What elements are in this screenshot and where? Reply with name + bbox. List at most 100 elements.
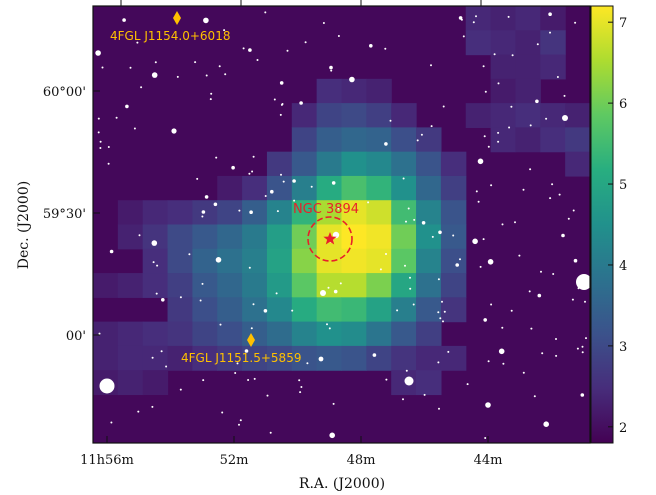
- colorbar-tick-label: 7: [619, 16, 627, 31]
- star-point: [369, 44, 373, 48]
- star-point: [215, 257, 222, 263]
- heatmap-cell: [440, 151, 467, 177]
- heatmap-cell: [316, 175, 343, 201]
- x-axis-ticks: [106, 0, 489, 443]
- star-point: [484, 437, 487, 439]
- heatmap-cell: [416, 345, 442, 371]
- star-point: [584, 300, 586, 303]
- star-point: [555, 354, 558, 357]
- star-point: [202, 379, 205, 382]
- heatmap-cell: [167, 321, 193, 347]
- star-point: [239, 419, 242, 422]
- star-point: [151, 72, 158, 78]
- star-point: [332, 402, 335, 405]
- star-point: [280, 173, 282, 176]
- star-point: [420, 133, 423, 136]
- star-point: [264, 195, 267, 197]
- star-point: [430, 64, 432, 67]
- source-label: 4FGL J1154.0+6018: [110, 29, 230, 43]
- heatmap-cell: [316, 127, 343, 153]
- star-point: [326, 323, 328, 326]
- star-point: [536, 43, 539, 46]
- heatmap-cell: [341, 78, 367, 104]
- heatmap-cell: [416, 273, 442, 298]
- star-point: [493, 53, 496, 56]
- colorbar-frame: [590, 5, 614, 444]
- heatmap-cell: [391, 248, 417, 274]
- heatmap-cell: [490, 30, 517, 56]
- heatmap-cell: [142, 321, 169, 347]
- star-point: [256, 59, 259, 61]
- heatmap-cell: [242, 321, 268, 347]
- star-point: [511, 54, 514, 57]
- star-point: [242, 47, 245, 50]
- heatmap-cell: [142, 273, 169, 298]
- star-point: [479, 265, 482, 268]
- heatmap-cell: [391, 127, 417, 153]
- star-point: [244, 349, 249, 353]
- star-point: [490, 184, 493, 187]
- heatmap-cell: [416, 151, 442, 177]
- star-point: [482, 65, 485, 68]
- heatmap-cell: [242, 175, 268, 201]
- star-point: [337, 35, 340, 37]
- star-point: [250, 327, 253, 330]
- star-point: [129, 66, 132, 69]
- heatmap-cell: [416, 175, 442, 201]
- heatmap-cell: [93, 273, 119, 298]
- heatmap-cell: [217, 321, 243, 347]
- heatmap-cell: [416, 248, 442, 274]
- star-point: [219, 323, 222, 326]
- heatmap-cell: [416, 127, 442, 153]
- star-point: [160, 350, 163, 353]
- star-point: [109, 249, 114, 254]
- star-point: [218, 65, 221, 68]
- star-point: [306, 362, 309, 365]
- star-point: [322, 22, 325, 24]
- star-point: [498, 348, 505, 355]
- star-point: [535, 99, 539, 104]
- star-point: [567, 217, 570, 220]
- star-point: [439, 317, 442, 320]
- heatmap-cell: [440, 224, 467, 250]
- star-point: [339, 282, 342, 285]
- y-tick-label: 60°00': [43, 85, 86, 100]
- star-point: [540, 270, 542, 273]
- star-point: [98, 332, 101, 335]
- star-point: [115, 116, 118, 119]
- star-point: [437, 311, 440, 314]
- heatmap-cell: [391, 224, 417, 250]
- heatmap-cell: [291, 175, 318, 201]
- star-point: [416, 139, 419, 142]
- source-annotations: 4FGL J1154.0+6018 4FGL J1151.5+5859 NGC …: [110, 11, 359, 365]
- heatmap-cell: [366, 78, 392, 104]
- heatmap-cell: [366, 321, 392, 347]
- y-tick-label: 00': [66, 329, 86, 344]
- heatmap-cell: [515, 30, 541, 56]
- heatmap-cell: [416, 297, 442, 323]
- heatmap-cell: [217, 248, 243, 274]
- star-point: [447, 350, 450, 353]
- star-point: [389, 119, 392, 122]
- star-point: [292, 179, 296, 183]
- heatmap-cell: [565, 151, 590, 177]
- star-point: [194, 61, 197, 64]
- star-point: [263, 309, 268, 313]
- star-point: [291, 309, 294, 312]
- star-point: [101, 66, 104, 69]
- star-point: [293, 199, 296, 202]
- heatmap-cell: [565, 103, 590, 128]
- heatmap-cell: [391, 103, 417, 128]
- star-point: [231, 165, 235, 170]
- star-point: [431, 235, 434, 238]
- heatmap-cell: [117, 200, 144, 226]
- heatmap-cell: [490, 54, 517, 80]
- heatmap-cell: [266, 151, 293, 177]
- star-point: [269, 431, 272, 434]
- star-point: [483, 318, 488, 322]
- heatmap-cell: [540, 103, 566, 128]
- star-point: [549, 197, 552, 200]
- heatmap-cell: [217, 273, 243, 298]
- star-point: [155, 292, 158, 295]
- heatmap-cell: [341, 248, 367, 274]
